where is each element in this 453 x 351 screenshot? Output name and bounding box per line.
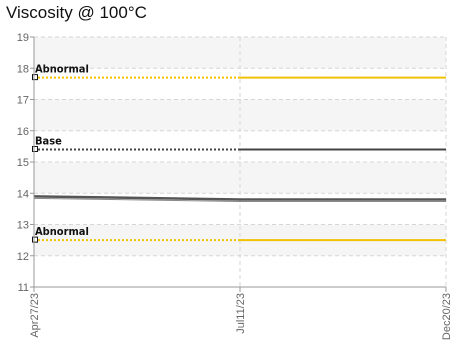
- y-tick-label: 13: [17, 220, 29, 232]
- reference-line-label: Abnormal: [35, 63, 89, 76]
- y-tick-label: 15: [17, 157, 29, 169]
- y-tick-label: 17: [17, 95, 29, 107]
- series-line-shadow: [33, 197, 446, 202]
- y-axis-ticks: 11 12 13 14 15 16 17 18 19: [17, 32, 34, 294]
- reference-lines: Abnormal Base Abnormal: [32, 63, 446, 243]
- y-tick-label: 12: [17, 251, 29, 263]
- y-tick-label: 19: [17, 32, 29, 44]
- y-tick-label: 16: [17, 126, 29, 138]
- reference-marker: [32, 74, 38, 81]
- reference-line-label: Base: [35, 135, 62, 148]
- y-tick-label: 14: [17, 188, 29, 200]
- reference-marker: [32, 146, 38, 152]
- series-line: [33, 195, 446, 201]
- x-axis-ticks: Apr27/23 Jul11/23 Dec20/23: [29, 287, 453, 340]
- axes: [33, 37, 446, 288]
- y-tick-label: 11: [18, 282, 29, 294]
- x-tick-label: Dec20/23: [441, 293, 453, 340]
- reference-marker: [32, 236, 38, 243]
- x-tick-label: Jul11/23: [235, 293, 247, 334]
- x-tick-label: Apr27/23: [29, 293, 41, 338]
- y-tick-label: 18: [17, 63, 29, 75]
- data-series: [33, 195, 446, 202]
- chart-title: Viscosity @ 100°C: [6, 3, 147, 22]
- reference-line-label: Abnormal: [35, 225, 89, 238]
